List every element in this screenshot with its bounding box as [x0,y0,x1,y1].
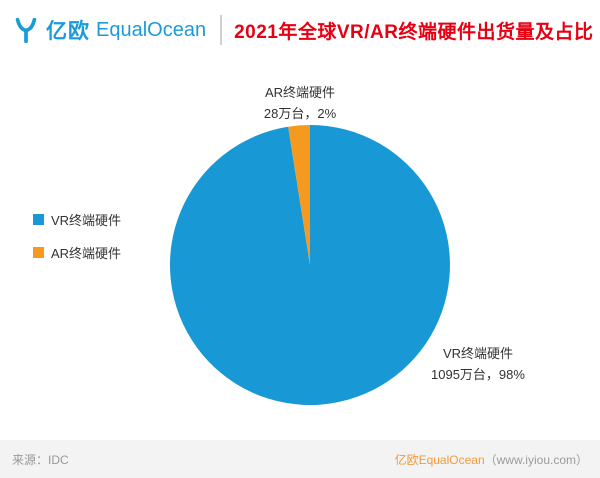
pie-slice-1 [288,125,310,265]
legend-item-vr: VR终端硬件 [33,210,121,229]
legend-swatch [33,247,44,258]
header: 亿欧 EqualOcean 2021年全球VR/AR终端硬件出货量及占比 [0,0,600,60]
pie-slice-0 [169,125,450,405]
footer-site: （www.iyiou.com） [484,452,588,467]
data-label-vr: VR终端硬件 1095万台，98% [398,343,558,385]
pie-chart-area [160,115,460,415]
data-label-ar-name: AR终端硬件 [264,85,336,100]
logo-text-cn: 亿欧 [46,20,90,43]
header-divider [220,15,223,45]
data-label-ar-value: 28万台，2% [263,106,337,121]
footer-brand: 亿欧EqualOcean [394,452,485,467]
equalocean-logo: 亿欧 EqualOcean [12,15,206,45]
legend-label: AR终端硬件 [51,246,122,261]
equalocean-logo-icon [15,17,37,44]
data-label-vr-value: 1095万台，98% [431,367,525,382]
data-label-ar: AR终端硬件 28万台，2% [220,82,380,124]
data-label-vr-name: VR终端硬件 [442,346,514,361]
page-title: 2021年全球VR/AR终端硬件出货量及占比 [234,21,594,43]
pie-chart [169,125,450,405]
chart-legend: VR终端硬件 AR终端硬件 [33,210,121,262]
legend-label: VR终端硬件 [51,213,122,228]
legend-swatch [33,214,44,225]
footer-brand-line: 亿欧EqualOcean（www.iyiou.com） [395,451,588,468]
footer: 来源：IDC 亿欧EqualOcean（www.iyiou.com） [0,440,600,478]
logo-text-en: EqualOcean [96,18,207,41]
source-text: 来源：IDC [12,452,69,467]
legend-item-ar: AR终端硬件 [33,243,121,262]
